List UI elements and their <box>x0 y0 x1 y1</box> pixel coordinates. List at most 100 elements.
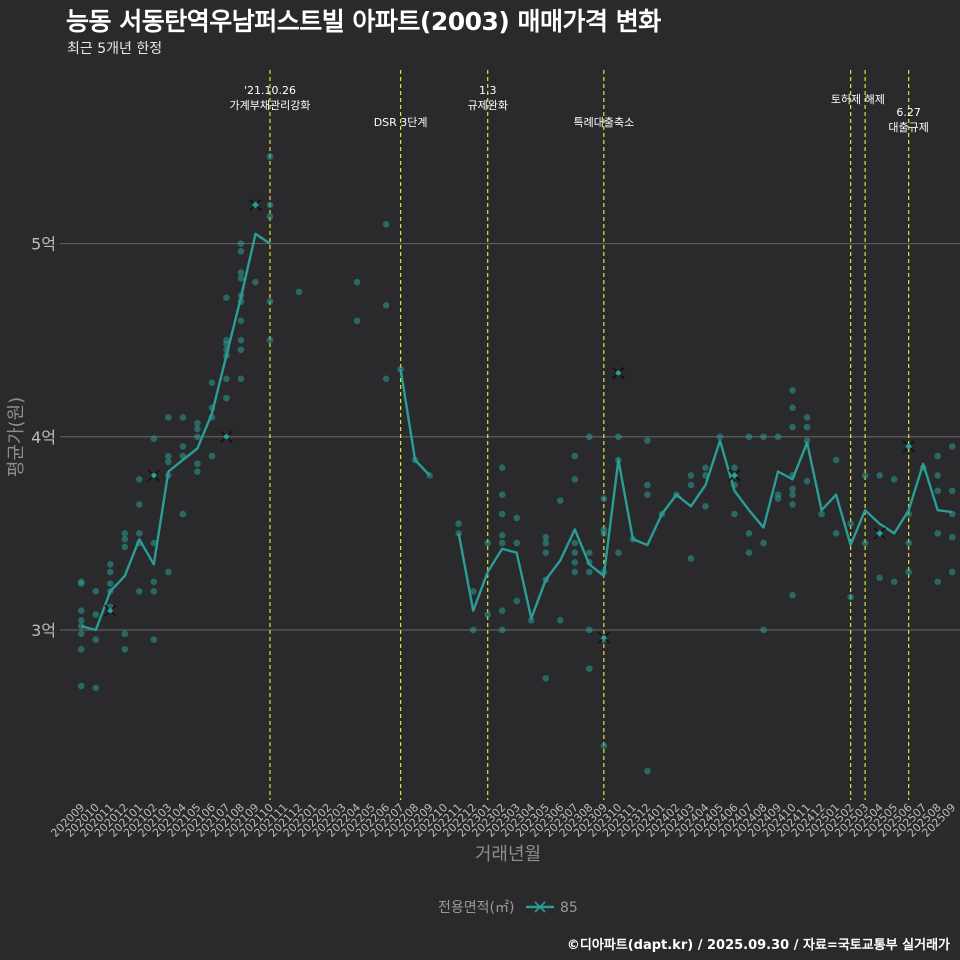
transaction-point <box>832 456 840 464</box>
y-tick-label: 3억 <box>31 621 56 640</box>
transaction-point <box>136 530 143 537</box>
transaction-point <box>237 317 245 325</box>
axes: 3억4억5억2020092020102020112020122021012021… <box>6 235 958 865</box>
transaction-point <box>150 435 158 442</box>
transaction-point <box>513 539 521 547</box>
transaction-point <box>731 464 738 471</box>
transaction-point <box>774 433 782 441</box>
transaction-point <box>382 302 390 309</box>
x-mark <box>220 430 233 443</box>
transaction-point <box>586 549 593 556</box>
transaction-point <box>165 458 172 466</box>
legend-x-key <box>534 901 546 913</box>
transaction-point <box>789 404 796 412</box>
transaction-point <box>455 530 462 537</box>
transaction-point <box>760 539 767 547</box>
transaction-point <box>803 423 811 431</box>
x-mark <box>873 527 886 540</box>
transaction-point <box>237 275 245 282</box>
transaction-point <box>92 588 100 595</box>
transaction-point <box>513 597 521 605</box>
transaction-point <box>237 240 245 247</box>
transaction-point <box>121 535 129 543</box>
event-annotation: DSR 3단계 <box>374 116 428 129</box>
transaction-point <box>92 636 100 643</box>
transaction-point <box>600 530 608 537</box>
transaction-points <box>77 153 956 775</box>
transaction-point <box>527 617 535 624</box>
transaction-point <box>92 611 100 618</box>
x-mark <box>249 198 262 211</box>
transaction-point <box>571 539 579 547</box>
transaction-point <box>789 501 796 508</box>
transaction-point <box>223 394 230 402</box>
average-line-segment <box>80 232 271 632</box>
transaction-point <box>136 501 143 508</box>
transaction-point <box>702 464 709 471</box>
transaction-point <box>600 495 608 502</box>
transaction-point <box>194 433 201 441</box>
grid-layer <box>60 242 960 631</box>
transaction-point <box>498 532 506 539</box>
transaction-point <box>92 684 100 692</box>
x-axis-title: 거래년월 <box>475 844 541 865</box>
transaction-point <box>542 533 550 541</box>
transaction-point <box>150 539 158 547</box>
y-axis-title: 평균가(원) <box>6 397 27 477</box>
transaction-point <box>905 539 912 547</box>
transaction-point <box>150 588 158 595</box>
transaction-point <box>789 387 796 394</box>
transaction-point <box>498 491 506 499</box>
x-mark <box>612 366 625 380</box>
chart-subtitle: 최근 5개년 한정 <box>67 41 163 57</box>
transaction-point <box>731 510 738 518</box>
transaction-point <box>121 543 129 551</box>
transaction-point <box>934 487 942 495</box>
transaction-point <box>469 626 477 634</box>
x-mark <box>147 469 160 482</box>
transaction-point <box>760 626 767 634</box>
transaction-point <box>382 375 390 383</box>
transaction-point <box>890 578 898 585</box>
footer-credit: ©디아파트(dapt.kr) / 2025.09.30 / 자료=국토교통부 실… <box>566 938 950 953</box>
chart-title: 능동 서동탄역우남퍼스트빌 아파트(2003) 매매가격 변화 <box>66 7 661 36</box>
transaction-point <box>861 472 869 479</box>
transaction-point <box>586 665 593 672</box>
transaction-point <box>745 549 753 556</box>
transaction-point <box>252 278 259 286</box>
transaction-point <box>876 574 883 582</box>
transaction-point <box>208 452 216 460</box>
average-line-segment <box>457 439 953 620</box>
transaction-point <box>832 530 840 537</box>
x-mark <box>902 440 915 453</box>
transaction-point <box>469 588 477 595</box>
transaction-point <box>789 423 796 431</box>
transaction-point <box>571 475 579 483</box>
transaction-point <box>702 503 709 510</box>
transaction-point <box>237 375 245 383</box>
transaction-point <box>136 475 143 483</box>
transaction-point <box>948 533 956 541</box>
transaction-point <box>106 580 114 587</box>
transaction-point <box>905 568 912 576</box>
transaction-point <box>789 485 796 493</box>
average-price-line <box>80 232 953 632</box>
transaction-point <box>150 636 158 643</box>
transaction-point <box>803 437 811 444</box>
transaction-point <box>934 530 942 537</box>
transaction-point <box>179 510 187 518</box>
transaction-point <box>106 560 114 568</box>
transaction-point <box>745 433 753 441</box>
legend: 전용면적(㎡) 85 <box>438 900 578 916</box>
x-mark <box>728 469 741 482</box>
transaction-point <box>687 472 695 479</box>
transaction-point <box>542 549 550 556</box>
transaction-point <box>556 617 564 624</box>
transaction-point <box>237 269 245 276</box>
event-annotation: 특례대출축소 <box>573 116 634 129</box>
transaction-point <box>644 481 651 489</box>
transaction-point <box>77 682 85 690</box>
transaction-point <box>194 468 201 475</box>
transaction-point <box>716 433 724 441</box>
transaction-point <box>121 645 129 653</box>
